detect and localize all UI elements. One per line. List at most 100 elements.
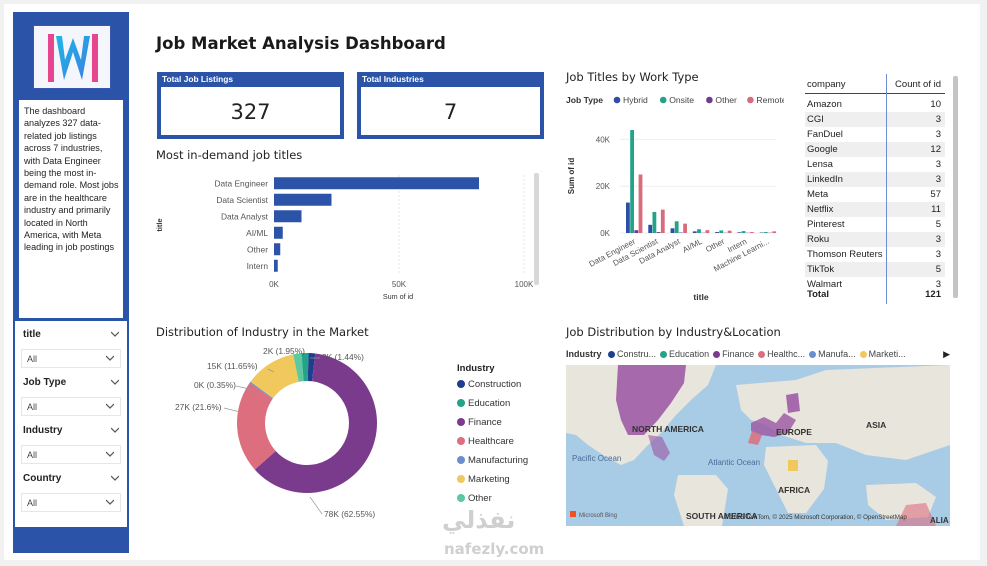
table-row[interactable]: Thomson Reuters 3 [805, 247, 945, 262]
legend-dot [457, 437, 465, 445]
bar-onsite [652, 211, 657, 233]
y-tick-label: 20K [596, 182, 611, 191]
legend-label: Marketi... [868, 349, 906, 359]
bar-data-engineer [274, 177, 479, 190]
table-row[interactable]: Lensa 3 [805, 157, 945, 172]
table-divider [886, 74, 887, 304]
legend-item-healthcare[interactable]: Healthcare [457, 436, 528, 455]
region-spain [748, 431, 762, 445]
cell-company: Roku [807, 234, 830, 245]
map-legend-item[interactable]: Education [660, 349, 709, 359]
chevron-down-icon [106, 451, 114, 457]
bar-remote [638, 174, 643, 233]
data-label: 27K (21.6%) [175, 402, 222, 412]
legend-item-manufacturing[interactable]: Manufacturing [457, 455, 528, 474]
legend-label: Marketing [468, 474, 510, 485]
kpi-label: Total Industries [362, 74, 424, 84]
cell-company: CGI [807, 114, 824, 125]
table-row[interactable]: Roku 3 [805, 232, 945, 247]
chevron-down-icon[interactable] [111, 330, 119, 338]
microsoft-logo-icon [570, 511, 576, 517]
legend-dot [747, 96, 754, 104]
cell-company: Google [807, 144, 838, 155]
slice-other [293, 353, 304, 382]
cell-company: Walmart [807, 279, 843, 290]
map-brand: Microsoft Bing [579, 513, 617, 519]
cell-total-value: 121 [925, 289, 941, 300]
filter-country-dropdown[interactable]: All [21, 493, 121, 512]
legend-item-marketing[interactable]: Marketing [457, 474, 528, 493]
table-row[interactable]: Amazon 10 [805, 97, 945, 112]
legend-item-other[interactable]: Other [457, 493, 528, 512]
legend-label: Constru... [617, 349, 657, 359]
watermark-latin: nafezly.com [444, 540, 545, 558]
table-row[interactable]: Google 12 [805, 142, 945, 157]
map-legend-title: Industry [566, 349, 602, 359]
table-row[interactable]: CGI 3 [805, 112, 945, 127]
work-type-bar-chart: Job Type Hybrid Onsite Other Remote 0K 20K 40K S… [566, 95, 784, 302]
filter-title-value: All [27, 354, 38, 364]
industry-donut-chart: 2K (1.44%) 2K (1.95%) 15K (11.65%) 0K (0.35… [175, 346, 377, 519]
land-africa [764, 445, 828, 513]
watermark-arabic: نفذلي [442, 506, 516, 534]
bar-onsite [763, 232, 768, 233]
table-row[interactable]: LinkedIn 3 [805, 172, 945, 187]
bar-hybrid [692, 231, 697, 233]
map-legend-item[interactable]: Finance [713, 349, 754, 359]
table-total-row: Total 121 [805, 287, 945, 302]
legend-item-finance[interactable]: Finance [457, 417, 528, 436]
filter-industry-dropdown[interactable]: All [21, 445, 121, 464]
legend-item-education[interactable]: Education [457, 398, 528, 417]
leader-line [235, 385, 255, 391]
filter-country-label: Country [23, 473, 62, 484]
bar-onsite [674, 221, 679, 233]
slice-education [301, 353, 309, 382]
legend-next-icon[interactable]: ▶ [943, 349, 950, 359]
chevron-down-icon[interactable] [111, 378, 119, 386]
table-row[interactable]: Walmart 3 [805, 277, 945, 292]
bar-data-analyst [274, 210, 302, 223]
y-tick-label: 0K [600, 229, 610, 238]
filter-title-dropdown[interactable]: All [21, 349, 121, 368]
filter-job-type-value: All [27, 402, 38, 412]
x-tick-label: 100K [515, 280, 534, 289]
legend-item: Onsite [669, 95, 694, 105]
kpi-value: 327 [230, 100, 271, 124]
chevron-down-icon[interactable] [111, 426, 119, 434]
bar-onsite [697, 229, 701, 233]
legend-title: Job Type [566, 95, 603, 105]
legend-dot [809, 351, 817, 358]
cell-count: 3 [935, 114, 941, 125]
filter-industry-value: All [27, 450, 38, 460]
table-scrollbar[interactable] [953, 76, 958, 298]
legend-item-construction[interactable]: Construction [457, 379, 528, 398]
table-row[interactable]: FanDuel 3 [805, 127, 945, 142]
region-usa [616, 365, 686, 435]
bar-hybrid [670, 228, 675, 233]
legend-dot [457, 399, 465, 407]
slice-healthcare [236, 382, 276, 470]
map-legend-item[interactable]: Manufa... [809, 349, 856, 359]
legend-dot [457, 494, 465, 502]
table-row[interactable]: Netflix 11 [805, 202, 945, 217]
x-axis-label: title [693, 292, 708, 302]
table-row[interactable]: TikTok 5 [805, 262, 945, 277]
cell-count: 12 [930, 144, 941, 155]
column-header-count[interactable]: Count of id [895, 79, 941, 90]
y-axis-label: title [155, 218, 164, 231]
titles-chart-title: Most in-demand job titles [156, 148, 303, 162]
region-australia [896, 503, 936, 526]
map-chart-title: Job Distribution by Industry&Location [566, 325, 781, 339]
filter-job-type-dropdown[interactable]: All [21, 397, 121, 416]
bar-other [656, 232, 661, 233]
column-header-company[interactable]: company [807, 79, 846, 90]
chevron-down-icon[interactable] [111, 474, 119, 482]
map-legend-item[interactable]: Constru... [608, 349, 656, 359]
leader-line [267, 368, 275, 373]
map-legend-item[interactable]: Marketi... [859, 349, 906, 359]
world-map[interactable]: NORTH AMERICA EUROPE ASIA AFRICA SOUTH A… [566, 365, 950, 526]
cell-company: FanDuel [807, 129, 843, 140]
map-legend-item[interactable]: Healthc... [758, 349, 805, 359]
table-row[interactable]: Meta 57 [805, 187, 945, 202]
table-row[interactable]: Pinterest 5 [805, 217, 945, 232]
